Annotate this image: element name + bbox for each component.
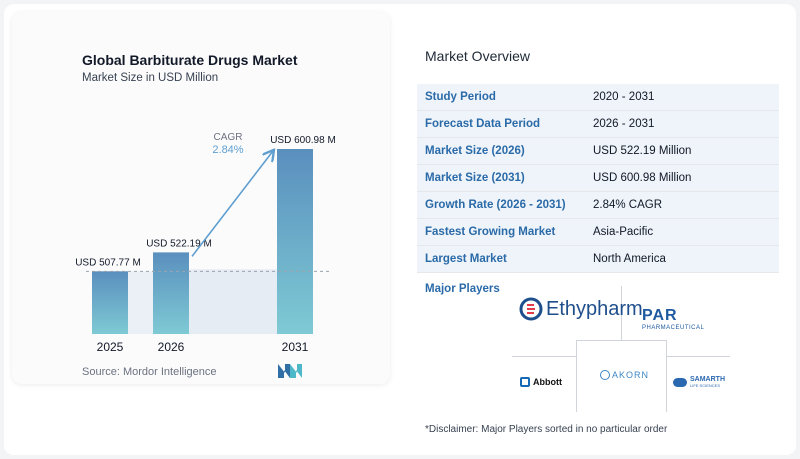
par-name: PAR <box>642 307 678 324</box>
market-overview-title: Market Overview <box>425 48 531 64</box>
cagr-arrow <box>191 151 273 257</box>
row-value-growth-rate: 2.84% CAGR <box>593 199 663 211</box>
player-akorn: AKORN <box>600 370 649 380</box>
abbott-icon <box>520 377 530 387</box>
samarth-subtext: LIFE SCIENCES <box>690 383 721 388</box>
grid-divider <box>666 356 730 357</box>
overview-table: Study Period 2020 - 2031 Forecast Data P… <box>417 84 779 273</box>
cagr-label: CAGR <box>214 132 243 143</box>
abbott-name: Abbott <box>533 377 562 387</box>
row-value-forecast-period: 2026 - 2031 <box>593 118 655 130</box>
player-abbott: Abbott <box>520 377 562 387</box>
ethypharm-icon <box>519 297 543 321</box>
row-value-study-period: 2020 - 2031 <box>593 91 655 103</box>
row-value-market-size-2026: USD 522.19 Million <box>593 145 692 157</box>
player-ethypharm: Ethypharm <box>518 296 643 322</box>
row-value-fastest-growing: Asia-Pacific <box>593 226 654 238</box>
row-value-market-size-2031: USD 600.98 Million <box>593 172 692 184</box>
bar-2026 <box>153 252 189 334</box>
samarth-name: SAMARTH <box>690 376 725 383</box>
x-tick-2026: 2026 <box>158 340 185 354</box>
grid-divider <box>621 286 622 340</box>
data-label-2025: USD 507.77 M <box>75 257 141 268</box>
data-label-2031: USD 600.98 M <box>270 135 336 146</box>
row-label-forecast-period: Forecast Data Period <box>425 118 541 130</box>
row-label-market-size-2031: Market Size (2031) <box>425 172 525 184</box>
akorn-icon <box>600 370 610 380</box>
overview-row: Market Size (2031) USD 600.98 Million <box>417 165 779 192</box>
overview-row: Study Period 2020 - 2031 <box>417 84 779 111</box>
grid-divider <box>576 340 666 341</box>
row-label-study-period: Study Period <box>425 91 496 103</box>
bar-2031 <box>277 149 313 334</box>
forecast-band <box>189 269 277 334</box>
chart-subtitle: Market Size in USD Million <box>82 72 219 84</box>
disclaimer: *Disclaimer: Major Players sorted in no … <box>425 424 668 435</box>
mordor-intelligence-logo <box>278 364 302 378</box>
ethypharm-name: Ethypharm <box>546 297 643 320</box>
samarth-icon <box>673 377 687 387</box>
overview-row: Market Size (2026) USD 522.19 Million <box>417 138 779 165</box>
player-samarth: SAMARTH LIFE SCIENCES <box>673 376 725 388</box>
overview-row: Largest Market North America <box>417 246 779 273</box>
row-label-growth-rate: Growth Rate (2026 - 2031) <box>425 199 566 211</box>
row-label-market-size-2026: Market Size (2026) <box>425 145 525 157</box>
overview-row: Growth Rate (2026 - 2031) 2.84% CAGR <box>417 192 779 219</box>
cagr-value: 2.84% <box>212 144 243 156</box>
grid-divider <box>512 356 576 357</box>
chart-title: Global Barbiturate Drugs Market <box>82 52 298 68</box>
samarth-text: SAMARTH LIFE SCIENCES <box>690 376 725 388</box>
x-tick-2031: 2031 <box>282 340 309 354</box>
akorn-name: AKORN <box>612 370 650 380</box>
major-players-title: Major Players <box>425 283 500 295</box>
bar-chart: USD 507.77 M 2025 USD 522.19 M 2026 USD 600.… <box>75 132 336 354</box>
grid-divider <box>576 340 577 412</box>
data-label-2026: USD 522.19 M <box>146 238 212 249</box>
overview-row: Forecast Data Period 2026 - 2031 <box>417 111 779 138</box>
row-label-fastest-growing: Fastest Growing Market <box>425 226 556 238</box>
overview-row: Fastest Growing Market Asia-Pacific <box>417 219 779 246</box>
grid-divider <box>666 340 667 412</box>
gap-band <box>128 271 153 334</box>
bar-2025 <box>92 271 128 334</box>
row-value-largest-market: North America <box>593 253 666 265</box>
x-tick-2025: 2025 <box>97 340 124 354</box>
player-par: PAR PHARMACEUTICAL <box>642 307 704 331</box>
par-subtext: PHARMACEUTICAL <box>642 325 705 331</box>
row-label-largest-market: Largest Market <box>425 253 507 265</box>
chart-source: Source: Mordor Intelligence <box>82 366 217 378</box>
